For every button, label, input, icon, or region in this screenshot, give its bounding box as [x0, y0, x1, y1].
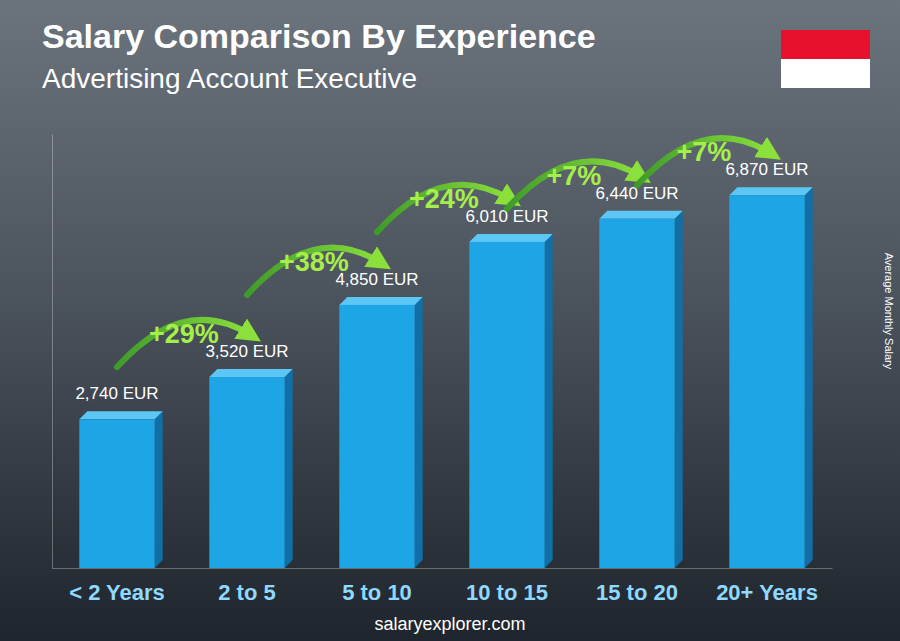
x-tick: < 2 Years	[69, 580, 165, 605]
chart: Salary Comparison By Experience Advertisi…	[0, 0, 900, 641]
x-tick-label: 2 to 5	[218, 580, 275, 605]
x-tick-label: 15 to 20	[596, 580, 678, 605]
bar-group	[599, 211, 682, 568]
x-tick: 15 to 20	[596, 580, 678, 605]
title: Salary Comparison By Experience	[42, 17, 596, 55]
x-tick: 10 to 15	[466, 580, 548, 605]
growth-arrow	[507, 161, 641, 208]
x-tick-label: < 2 Years	[69, 580, 165, 605]
growth-label: +29%	[149, 319, 219, 349]
annotations: +29% +38% +24% +7% +7%	[117, 137, 771, 367]
growth-arrow	[117, 320, 251, 367]
growth-label: +7%	[546, 161, 601, 191]
growth-label: +7%	[676, 137, 731, 167]
x-tick: 5 to 10	[342, 580, 412, 605]
bar-group	[469, 234, 552, 568]
bar	[209, 377, 284, 568]
bar-side	[805, 187, 813, 568]
y-axis	[52, 135, 53, 569]
y-axis-line	[52, 135, 53, 569]
flag-white	[781, 59, 870, 88]
bar	[339, 305, 414, 568]
bar-side	[285, 369, 293, 568]
data-labels: 2,740 EUR3,520 EUR4,850 EUR6,010 EUR6,44…	[75, 160, 808, 403]
bar-top	[209, 369, 292, 377]
y-axis-title: Average Monthly Salary	[883, 253, 895, 370]
bar-side	[675, 211, 683, 568]
growth-arrow	[247, 248, 381, 295]
growth-label: +38%	[279, 247, 349, 277]
bar	[469, 242, 544, 568]
bar-top	[339, 297, 422, 305]
bar-top	[79, 411, 162, 419]
x-tick: 20+ Years	[716, 580, 818, 605]
bar-group	[729, 187, 812, 568]
bar-top	[599, 211, 682, 219]
x-tick-label: 5 to 10	[342, 580, 412, 605]
bar	[79, 419, 154, 568]
bar	[599, 219, 674, 568]
subtitle: Advertising Account Executive	[42, 63, 417, 94]
x-tick: 2 to 5	[218, 580, 275, 605]
growth-arrow	[377, 185, 511, 232]
bar-group	[339, 297, 422, 568]
growth-label: +24%	[409, 184, 479, 214]
bar-group	[209, 369, 292, 568]
bar-group	[79, 411, 162, 568]
bars	[79, 187, 812, 568]
background	[0, 0, 900, 641]
growth-arrow	[637, 138, 771, 185]
data-label: 6,870 EUR	[725, 160, 808, 179]
source: salaryexplorer.com	[374, 614, 525, 634]
x-axis-line	[53, 568, 833, 569]
flag-red	[781, 30, 870, 59]
flag	[781, 30, 870, 88]
bar	[729, 195, 804, 568]
data-label: 2,740 EUR	[75, 384, 158, 403]
bar-top	[729, 187, 812, 195]
bar-side	[545, 234, 553, 568]
bar-side	[155, 411, 163, 568]
x-tick-label: 20+ Years	[716, 580, 818, 605]
bar-top	[469, 234, 552, 242]
x-tick-label: 10 to 15	[466, 580, 548, 605]
bar-side	[415, 297, 423, 568]
x-axis: < 2 Years 2 to 5 5 to 10 10 to 15 15 to 20 20…	[53, 569, 833, 605]
